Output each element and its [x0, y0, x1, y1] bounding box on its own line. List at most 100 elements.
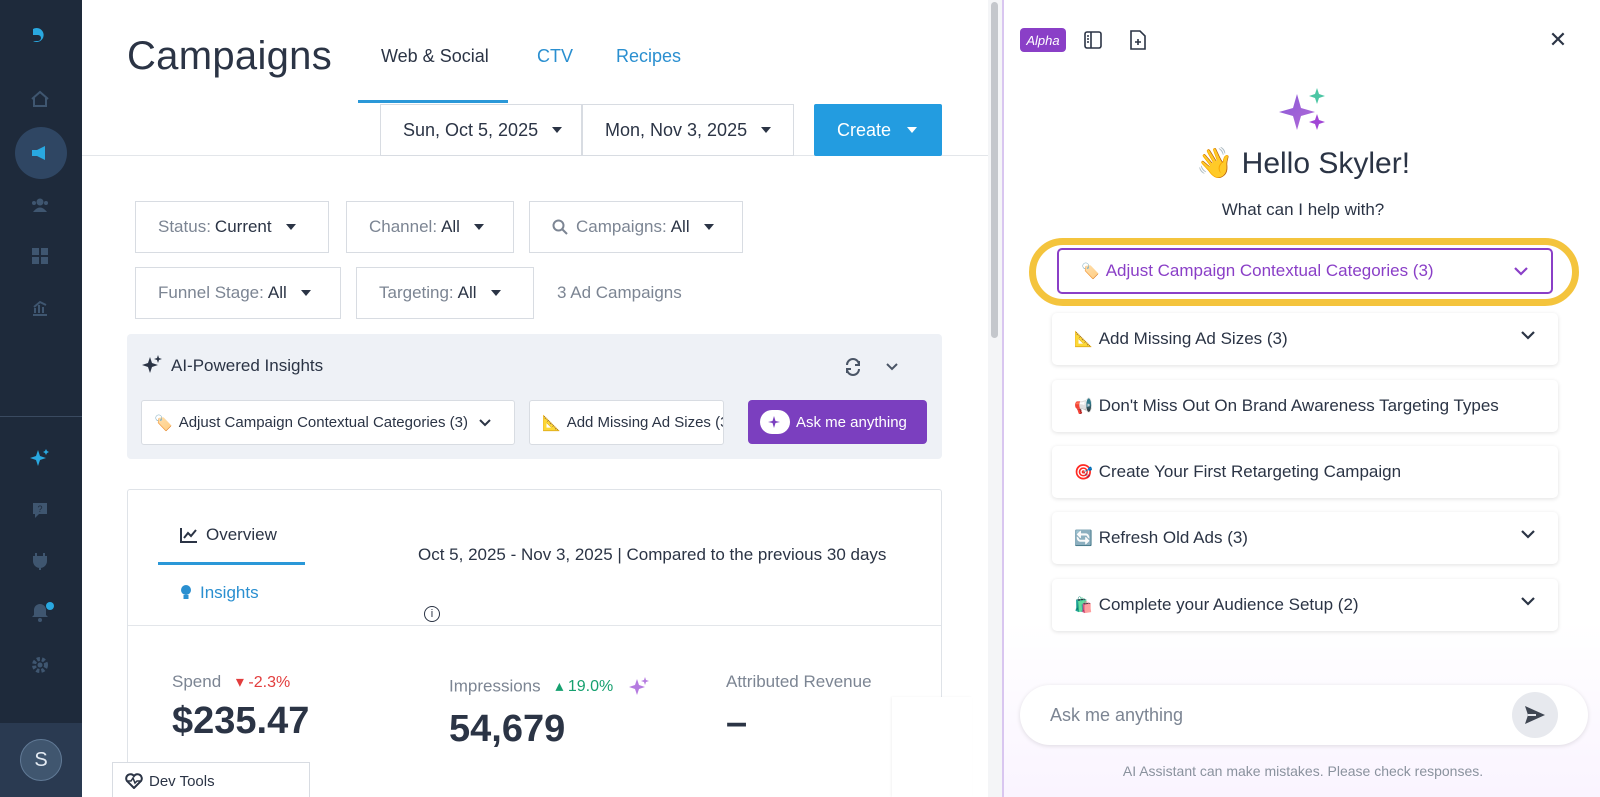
new-chat-icon[interactable]	[1123, 26, 1153, 54]
dev-tools-label: Dev Tools	[149, 772, 215, 790]
megaphone-icon[interactable]	[25, 138, 55, 168]
metric-label: Attributed Revenue	[726, 672, 872, 691]
tab-ctv[interactable]: CTV	[537, 46, 573, 66]
create-button[interactable]: Create	[814, 104, 942, 156]
insight-chip[interactable]: 📐 Add Missing Ad Sizes (3)	[529, 400, 724, 445]
audience-icon[interactable]	[25, 190, 55, 220]
funnel-stage-filter[interactable]: Funnel Stage: All	[135, 267, 341, 319]
chevron-down-icon[interactable]	[885, 362, 899, 372]
caret-down-icon	[473, 224, 484, 230]
metric-impressions: Impressions ▴ 19.0%	[449, 676, 650, 698]
insight-chip-label: Adjust Campaign Contextual Categories (3…	[178, 414, 469, 431]
suggestion-label: Adjust Campaign Contextual Categories (3…	[1105, 261, 1434, 280]
chevron-down-icon	[1521, 530, 1535, 539]
channel-filter[interactable]: Channel: All	[346, 201, 514, 253]
spend-value: $235.47	[172, 700, 310, 742]
campaigns-filter-value: All	[670, 217, 690, 236]
send-button[interactable]	[1512, 692, 1558, 738]
overview-card: Overview Insights Oct 5, 2025 - Nov 3, 2…	[127, 489, 942, 797]
suggestion-item[interactable]: 📐 Add Missing Ad Sizes (3)	[1052, 313, 1558, 365]
date-range-text: Oct 5, 2025 - Nov 3, 2025 | Compared to …	[418, 526, 898, 642]
funnel-filter-label: Funnel Stage:	[158, 283, 264, 302]
targeting-filter[interactable]: Targeting: All	[356, 267, 534, 319]
suggestion-item[interactable]: 🛍️ Complete your Audience Setup (2)	[1052, 579, 1558, 631]
chevron-down-icon	[479, 418, 491, 426]
refresh-icon[interactable]	[844, 358, 862, 376]
suggestion-label: Don't Miss Out On Brand Awareness Target…	[1098, 396, 1499, 415]
ask-button-label: Ask me anything	[796, 413, 907, 431]
megaphone-icon: 📢	[1074, 398, 1093, 415]
ai-sparkle-icon[interactable]	[25, 443, 55, 473]
date-range-label: Oct 5, 2025 - Nov 3, 2025 | Compared to …	[418, 545, 887, 564]
metric-spend: Spend ▾ -2.3%	[172, 672, 290, 692]
suggestion-item[interactable]: 🎯 Create Your First Retargeting Campaign	[1052, 446, 1558, 498]
suggestion-item[interactable]: 📢 Don't Miss Out On Brand Awareness Targ…	[1052, 380, 1558, 432]
bell-icon[interactable]	[25, 597, 55, 627]
insights-title: AI-Powered Insights	[171, 356, 324, 375]
home-icon[interactable]	[25, 84, 55, 114]
overlay-patch	[892, 697, 972, 797]
suggestion-item[interactable]: 🏷️ Adjust Campaign Contextual Categories…	[1057, 248, 1553, 294]
status-filter-label: Status:	[158, 217, 211, 236]
overview-divider	[128, 625, 941, 626]
help-icon[interactable]: ?	[25, 495, 55, 525]
metric-label: Spend	[172, 672, 222, 691]
campaigns-filter[interactable]: Campaigns: All	[529, 201, 743, 253]
suggestion-item[interactable]: 🔄 Refresh Old Ads (3)	[1052, 512, 1558, 564]
insight-chip[interactable]: 🏷️ Adjust Campaign Contextual Categories…	[141, 400, 515, 445]
avatar[interactable]: S	[20, 739, 62, 781]
close-icon[interactable]: ✕	[1548, 27, 1568, 52]
tab-overview[interactable]: Overview	[180, 525, 277, 545]
ai-insights-panel: AI-Powered Insights 🏷️ Adjust Campaign C…	[127, 334, 942, 459]
channel-filter-label: Channel:	[369, 217, 438, 236]
targeting-filter-label: Targeting:	[379, 283, 454, 302]
chevron-down-icon	[1521, 331, 1535, 340]
info-icon[interactable]: i	[424, 605, 440, 622]
ai-assistant-panel: Alpha ✕ 👋 Hello Skyler! What can I help …	[1002, 0, 1600, 797]
alpha-badge: Alpha	[1020, 28, 1066, 52]
ruler-icon: 📐	[1074, 331, 1093, 348]
caret-down-icon	[300, 290, 311, 296]
funnel-filter-value: All	[267, 283, 287, 302]
delta-value: 19.0%	[567, 678, 614, 696]
sidebar: ? S	[0, 0, 82, 797]
ruler-icon: 📐	[542, 414, 561, 432]
start-date-value: Sun, Oct 5, 2025	[403, 119, 539, 140]
dev-tools-button[interactable]: Dev Tools	[112, 762, 310, 797]
dashboard-icon[interactable]	[25, 241, 55, 271]
reports-icon[interactable]	[25, 293, 55, 323]
status-filter[interactable]: Status: Current	[135, 201, 329, 253]
scrollbar-thumb[interactable]	[991, 2, 998, 338]
plug-icon[interactable]	[25, 546, 55, 576]
assistant-sparkle-icon	[1279, 88, 1329, 141]
assistant-disclaimer: AI Assistant can make mistakes. Please c…	[1122, 763, 1484, 779]
start-date-picker[interactable]: Sun, Oct 5, 2025	[380, 104, 582, 156]
sidebar-toggle-icon[interactable]	[1078, 26, 1108, 54]
ask-me-anything-button[interactable]: Ask me anything	[748, 400, 927, 444]
sidebar-divider	[0, 416, 82, 417]
delta-value: -2.3%	[248, 674, 291, 691]
refresh-icon: 🔄	[1074, 530, 1093, 547]
caret-down-icon	[703, 224, 714, 230]
insights-tab-label: Insights	[200, 583, 259, 602]
tab-web-social[interactable]: Web & Social	[381, 46, 489, 66]
ai-sparkle-icon[interactable]	[628, 676, 650, 698]
chevron-down-icon	[1521, 597, 1535, 606]
tab-recipes[interactable]: Recipes	[616, 46, 682, 66]
caret-down-icon	[285, 224, 296, 230]
shopping-bags-icon: 🛍️	[1074, 597, 1093, 614]
assistant-input[interactable]: Ask me anything	[1020, 685, 1588, 745]
status-filter-value: Current	[214, 217, 272, 236]
logo-icon[interactable]	[25, 20, 55, 50]
tab-insights[interactable]: Insights	[180, 583, 259, 603]
gear-icon[interactable]	[25, 650, 55, 680]
suggestion-label: Refresh Old Ads (3)	[1098, 528, 1248, 547]
chevron-down-icon	[1514, 267, 1528, 276]
end-date-picker[interactable]: Mon, Nov 3, 2025	[582, 104, 794, 156]
insight-chip-label: Add Missing Ad Sizes (3)	[566, 414, 724, 431]
heartbeat-icon	[125, 773, 143, 789]
channel-filter-value: All	[441, 217, 460, 236]
active-tab-indicator	[158, 562, 305, 565]
campaigns-filter-label: Campaigns:	[576, 217, 667, 236]
svg-text:?: ?	[37, 504, 42, 514]
